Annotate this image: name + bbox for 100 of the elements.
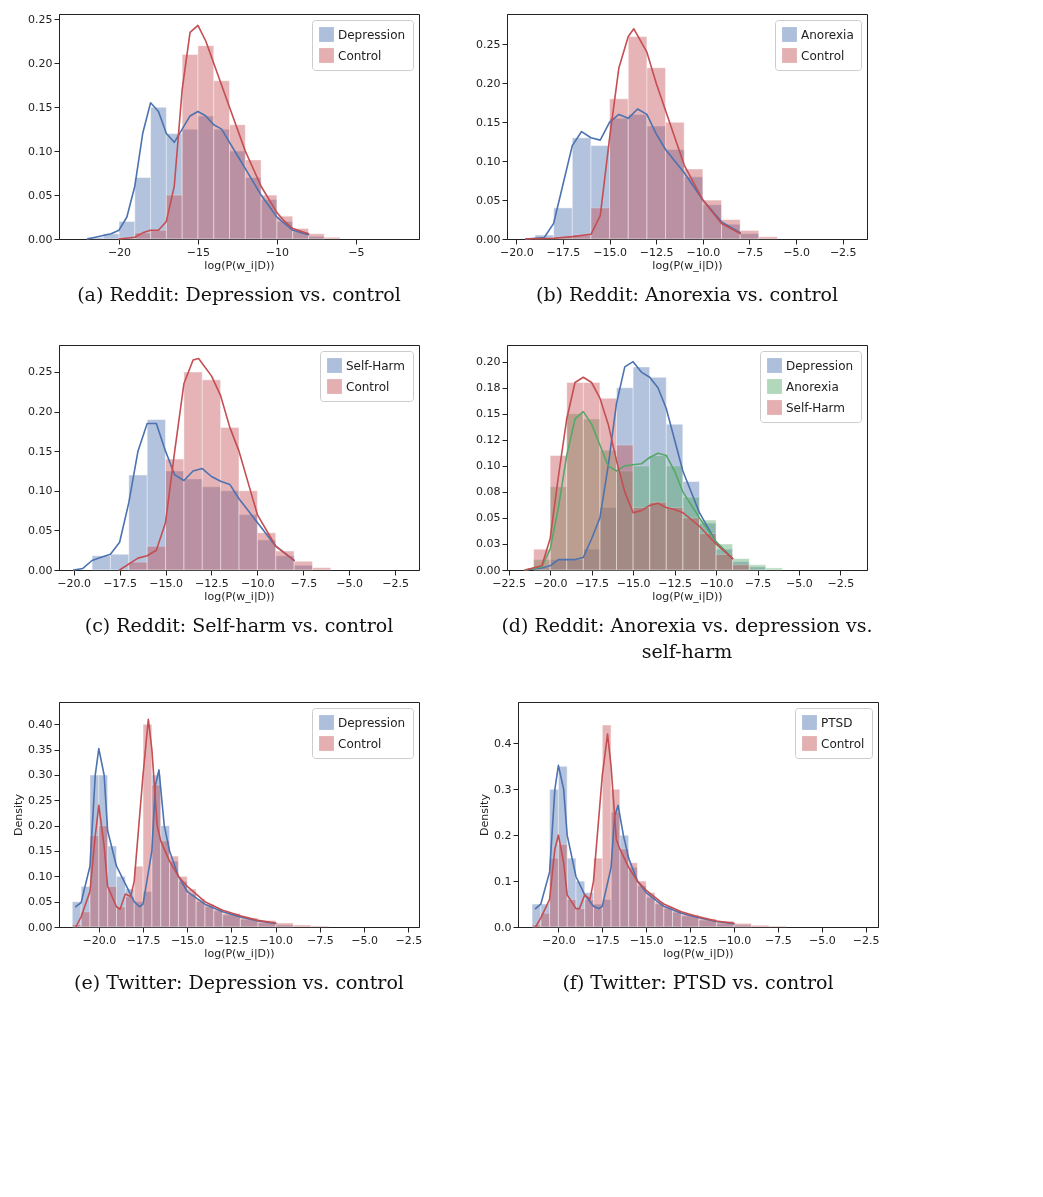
x-tick-label: −2.5	[395, 933, 423, 947]
legend-label: Control	[821, 736, 865, 751]
x-tick-label: −12.5	[639, 245, 674, 259]
y-tick-label: 0.05	[28, 188, 53, 202]
x-axis-title: log(P(w_i|D))	[204, 946, 275, 960]
y-tick-label: 0.1	[494, 874, 512, 888]
y-tick-label: 0.08	[476, 485, 501, 499]
legend-label: Depression	[338, 715, 406, 730]
x-tick-label: −10.0	[241, 576, 275, 590]
y-tick-label: 0.10	[28, 144, 53, 158]
y-tick-label: 0.25	[28, 793, 53, 807]
y-tick-label: 0.20	[476, 355, 501, 369]
y-tick-label: 0.20	[28, 405, 53, 419]
y-tick-label: 0.4	[494, 736, 512, 750]
y-tick-label: 0.18	[476, 381, 501, 395]
x-tick-label: −17.5	[575, 576, 609, 590]
y-tick-label: 0.05	[476, 193, 501, 207]
y-tick-label: 0.20	[28, 819, 53, 833]
y-tick-label: 0.05	[476, 511, 501, 525]
legend-label: Anorexia	[801, 27, 854, 42]
y-tick-label: 0.2	[494, 828, 512, 842]
x-tick-label: −10.0	[259, 933, 294, 947]
x-tick-label: −2.5	[852, 933, 880, 947]
legend-label: Depression	[338, 27, 406, 42]
x-tick-label: −5	[348, 245, 365, 259]
x-tick-label: −20.0	[82, 933, 117, 947]
x-tick-label: −20.0	[499, 245, 534, 259]
y-tick-label: 0.30	[28, 768, 53, 782]
x-tick-label: −17.5	[103, 576, 137, 590]
x-tick-label: −15.0	[149, 576, 183, 590]
x-tick-label: −20.0	[542, 933, 576, 947]
y-tick-label: 0.25	[28, 365, 53, 379]
x-tick-label: −7.5	[744, 576, 772, 590]
y-tick-label: 0.00	[476, 232, 501, 246]
x-tick-label: −5.0	[351, 933, 379, 947]
y-tick-label: 0.05	[28, 895, 53, 909]
text: (a) Reddit: Depression vs. control	[77, 283, 401, 305]
x-tick-label: −15.0	[616, 576, 651, 590]
x-tick-label: −22.5	[492, 576, 527, 590]
legend-label: Control	[346, 379, 390, 394]
text: (f) Twitter: PTSD vs. control	[562, 971, 834, 993]
y-tick-label: 0.12	[476, 433, 501, 447]
x-tick-label: −2.5	[827, 576, 855, 590]
y-tick-label: 0.10	[476, 154, 501, 168]
x-axis-title: log(P(w_i|D))	[663, 946, 734, 960]
x-tick-label: −20.0	[57, 576, 92, 590]
y-tick-label: 0.10	[476, 459, 501, 473]
y-tick-label: 0.03	[476, 537, 501, 551]
x-tick-label: −12.5	[673, 933, 708, 947]
x-tick-label: −17.5	[126, 933, 161, 947]
y-tick-label: 0.25	[476, 37, 501, 51]
text: (b) Reddit: Anorexia vs. control	[535, 283, 839, 305]
x-tick-label: −17.5	[546, 245, 581, 259]
y-axis-title: Density	[12, 793, 26, 836]
x-tick-label: −15.0	[170, 933, 205, 947]
x-tick-label: −20.0	[533, 576, 568, 590]
x-tick-label: −7.5	[290, 576, 318, 590]
y-tick-label: 0.15	[28, 100, 53, 114]
y-tick-label: 0.15	[476, 115, 501, 129]
x-tick-label: −5.0	[783, 245, 810, 259]
y-tick-label: 0.00	[476, 563, 501, 577]
legend-label: Depression	[786, 358, 854, 373]
x-tick-label: −12.5	[195, 576, 229, 590]
legend-label: Self-Harm	[786, 400, 846, 415]
x-tick-label: −2.5	[829, 245, 857, 259]
text: (d) Reddit: Anorexia vs. depression vs. self-harm	[501, 614, 873, 662]
y-tick-label: 0.20	[476, 76, 501, 90]
legend-label: Control	[801, 48, 845, 63]
y-tick-label: 0.00	[28, 563, 53, 577]
x-tick-label: −10.0	[717, 933, 752, 947]
legend-label: Self-Harm	[346, 358, 406, 373]
y-tick-label: 0.10	[28, 869, 53, 883]
x-tick-label: −12.5	[658, 576, 692, 590]
y-tick-label: 0.00	[28, 920, 53, 934]
x-tick-label: −7.5	[736, 245, 764, 259]
y-tick-label: 0.20	[28, 56, 53, 70]
y-tick-label: 0.3	[494, 782, 512, 796]
legend-label: Anorexia	[786, 379, 839, 394]
x-tick-label: −10	[265, 245, 289, 259]
legend-label: Control	[338, 48, 382, 63]
x-tick-label: −7.5	[765, 933, 792, 947]
x-tick-label: −7.5	[307, 933, 334, 947]
x-tick-label: −20	[107, 245, 132, 259]
x-tick-label: −10.0	[686, 245, 721, 259]
y-tick-label: 0.10	[28, 484, 53, 498]
x-axis-title: log(P(w_i|D))	[204, 589, 275, 603]
y-tick-label: 0.15	[476, 407, 501, 421]
x-tick-label: −5.0	[808, 933, 836, 947]
x-axis-title: log(P(w_i|D))	[652, 258, 723, 272]
y-axis-title: Density	[478, 793, 492, 836]
x-tick-label: −5.0	[336, 576, 364, 590]
y-tick-label: 0.0	[494, 920, 512, 934]
y-tick-label: 0.05	[28, 523, 53, 537]
x-tick-label: −15	[186, 245, 211, 259]
x-tick-label: −2.5	[382, 576, 409, 590]
x-axis-title: log(P(w_i|D))	[204, 258, 275, 272]
y-tick-label: 0.35	[28, 743, 53, 757]
y-tick-label: 0.25	[28, 12, 53, 26]
x-tick-label: −5.0	[786, 576, 813, 590]
legend-label: PTSD	[821, 715, 853, 730]
